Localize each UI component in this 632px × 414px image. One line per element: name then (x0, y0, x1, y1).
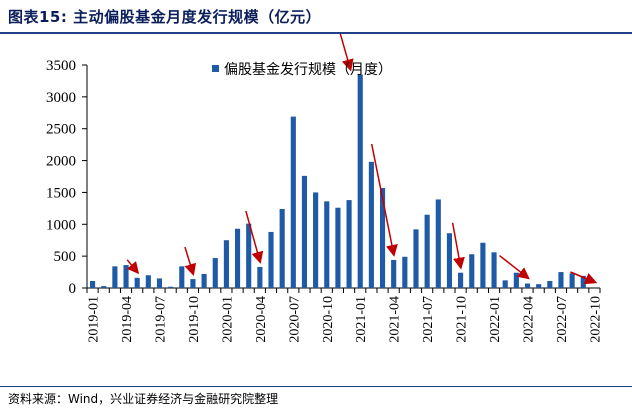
x-tick-label: 2019-04 (120, 296, 135, 343)
bar-2020-10 (324, 201, 330, 288)
x-tick-label: 2019-01 (87, 296, 102, 343)
y-tick-label: 0 (69, 281, 77, 297)
x-tick-label: 2021-10 (455, 296, 470, 343)
arrow-2019-10 (184, 246, 197, 276)
bar-2022-02 (502, 280, 508, 288)
x-tick-label: 2021-07 (421, 296, 436, 343)
arrow-2021-04 (370, 143, 398, 257)
bottom-rule (0, 386, 632, 387)
x-tick-label: 2020-04 (254, 296, 269, 343)
bar-2022-01 (491, 252, 497, 288)
y-tick-label: 3000 (46, 90, 76, 106)
bar-2020-03 (246, 223, 252, 288)
bar-2021-11 (469, 254, 475, 288)
bar-2020-12 (346, 200, 352, 288)
bar-2020-09 (313, 192, 319, 288)
bar-2020-02 (234, 228, 241, 288)
chart-title: 图表15: 主动偏股基金月度发行规模（亿元） (8, 8, 322, 26)
arrow-2021-01 (339, 34, 354, 72)
arrow-2022-10 (570, 271, 598, 285)
y-tick-label: 3500 (46, 58, 76, 74)
bar-2021-02 (368, 161, 374, 288)
bar-2020-06 (279, 208, 285, 288)
x-tick-label: 2020-07 (287, 296, 302, 343)
x-tick-label: 2021-04 (388, 296, 403, 343)
x-tick-label: 2019-07 (153, 296, 168, 343)
bar-2019-05 (134, 277, 140, 288)
bar-2021-07 (424, 214, 430, 288)
bar-2022-05 (536, 284, 542, 288)
bar-2021-03 (379, 187, 386, 288)
x-tick-label: 2019-10 (187, 296, 202, 343)
x-tick-label: 2022-07 (555, 296, 570, 343)
x-tick-label: 2022-04 (522, 296, 537, 343)
bar-2019-09 (179, 266, 185, 288)
arrow-2020-04 (245, 210, 264, 264)
x-tick-label: 2020-10 (321, 296, 336, 343)
arrow-2019-05 (126, 259, 140, 275)
bar-2022-03 (513, 272, 519, 288)
bar-2020-11 (335, 207, 341, 288)
legend-swatch (212, 65, 219, 72)
bars (90, 74, 586, 288)
bar-2021-04 (391, 259, 397, 288)
bar-2021-10 (458, 272, 464, 288)
x-tick-label: 2022-10 (588, 296, 603, 343)
bar-2021-08 (435, 199, 441, 288)
arrow-2021-10 (451, 222, 465, 270)
y-tick-label: 500 (54, 249, 77, 265)
legend: 偏股基金发行规模（月度） (212, 61, 392, 78)
y-tick-label: 2500 (46, 122, 76, 138)
bar-chart: 0 500 1000 1500 2000 2500 3000 3500 2019-01 2019-… (46, 34, 603, 343)
bar-2019-04 (123, 265, 129, 288)
annotation-arrows (126, 34, 598, 285)
bar-2019-11 (201, 273, 207, 288)
bar-2019-10 (190, 279, 196, 288)
bar-2021-12 (480, 242, 486, 288)
bar-2020-05 (268, 231, 274, 288)
source-note: 资料来源：Wind，兴业证券经济与金融研究院整理 (8, 392, 279, 406)
bar-2020-08 (301, 175, 308, 288)
bar-2022-09 (580, 275, 586, 288)
bar-2019-02 (101, 286, 107, 288)
bar-2019-07 (156, 278, 163, 288)
bar-2022-04 (524, 283, 531, 288)
bar-2019-06 (145, 275, 151, 288)
arrow-2022-04 (499, 254, 530, 280)
bar-2022-07 (558, 272, 564, 288)
y-tick-label: 1500 (46, 185, 76, 201)
axes: 0 500 1000 1500 2000 2500 3000 3500 2019-01 2019-… (46, 58, 603, 343)
y-tick-label: 1000 (46, 217, 76, 233)
bar-2019-03 (112, 266, 118, 288)
y-tick-label: 2000 (46, 154, 76, 170)
top-rule (0, 32, 632, 34)
bar-2019-08 (168, 286, 174, 288)
bar-2020-01 (223, 240, 229, 288)
bar-2022-08 (569, 273, 575, 288)
bar-2022-06 (547, 280, 553, 288)
bar-2020-04 (257, 266, 263, 288)
bar-2020-07 (290, 116, 296, 288)
bar-2021-09 (446, 233, 453, 288)
bar-2019-12 (212, 258, 218, 288)
bar-2021-05 (402, 256, 408, 288)
bar-2019-01 (90, 280, 96, 288)
x-tick-label: 2022-01 (488, 296, 503, 343)
x-tick-label: 2020-01 (220, 296, 235, 343)
bar-2021-01 (357, 74, 363, 288)
legend-label: 偏股基金发行规模（月度） (224, 61, 392, 78)
x-tick-label: 2021-01 (354, 296, 369, 343)
bar-2021-06 (413, 229, 419, 288)
